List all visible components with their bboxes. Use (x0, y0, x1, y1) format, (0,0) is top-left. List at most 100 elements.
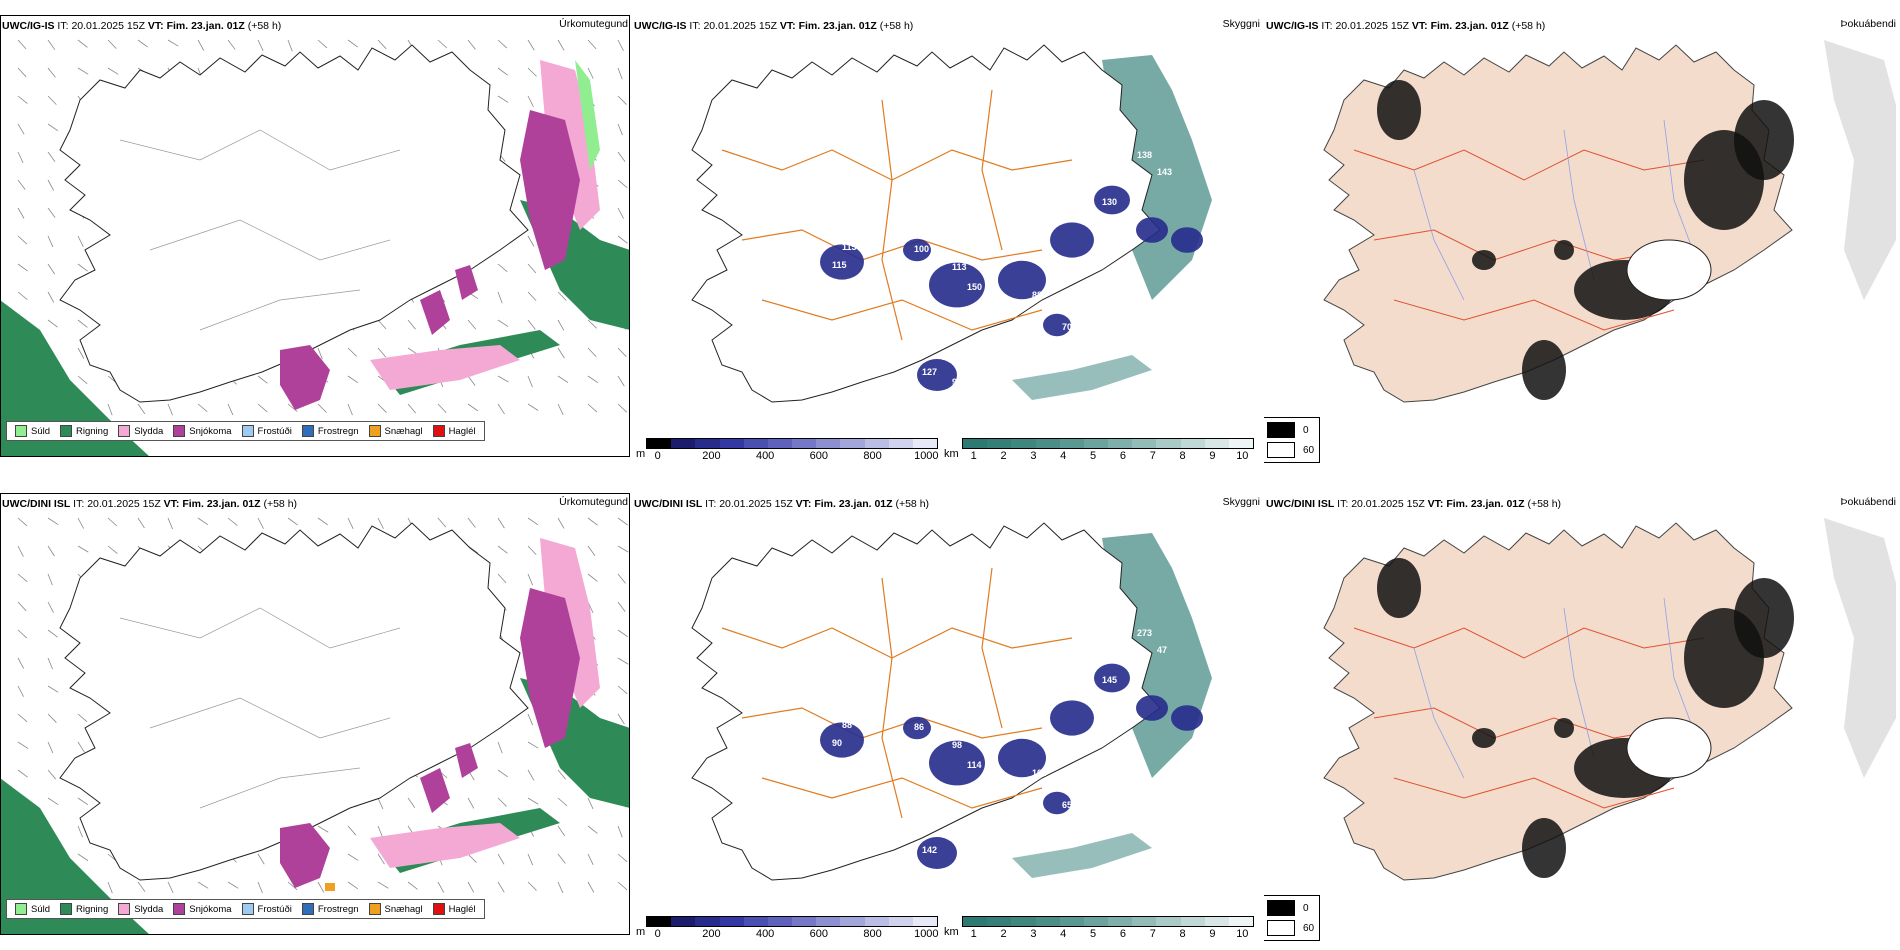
colorbar-tick-label: 7 (1149, 928, 1156, 940)
fog-legend-swatch (1267, 900, 1295, 916)
ceiling-label: 162 (1127, 207, 1142, 217)
rain-area (0, 778, 150, 935)
wind-barb (617, 39, 624, 51)
colorbar-tick-label: 4 (1060, 450, 1067, 462)
wind-barb (437, 517, 447, 528)
ceiling-label: 99 (952, 377, 962, 387)
ceiling-label: 108 (1032, 768, 1047, 778)
wind-barb (497, 545, 508, 554)
legend-swatch (15, 425, 27, 437)
ceiling-colorbar-strip (646, 438, 938, 449)
km-unit: km (944, 926, 959, 938)
km-colorbar-strip (962, 916, 1254, 927)
colorbar-segment (695, 439, 720, 448)
wind-barb (527, 39, 535, 51)
colorbar-tick-label: 1000 (914, 928, 939, 940)
wind-barb (107, 545, 118, 554)
legend-label: Súld (31, 903, 51, 915)
wind-barb (557, 39, 565, 51)
legend-label: Haglél (448, 425, 476, 437)
low-ceiling-area (1043, 313, 1071, 337)
precip-legend: Súld Rigning Slydda Snjókoma Frostúði Frostre… (6, 899, 485, 919)
fog-index-area (1554, 240, 1574, 260)
wind-barb (347, 39, 358, 48)
legend-label: Rigning (76, 425, 109, 437)
wind-barb (617, 403, 628, 413)
wind-barb (527, 517, 539, 526)
colorbar-segment (816, 917, 841, 926)
wind-barb (17, 291, 28, 300)
colorbar-tick-label: 3 (1030, 928, 1037, 940)
fog-index-area (1734, 100, 1794, 180)
colorbar-segment (671, 917, 696, 926)
wind-barb (197, 881, 209, 889)
wind-barb (617, 881, 628, 891)
wind-barb (587, 319, 597, 329)
colorbar-segment (1059, 917, 1084, 926)
colorbar-tick-label: 5 (1090, 928, 1097, 940)
fog-legend: 0 60 (1264, 895, 1320, 941)
legend-item: Snjókoma (173, 903, 232, 915)
wind-barb (527, 713, 534, 726)
ceiling-label: 65 (1062, 800, 1072, 810)
panel-parameter-name: Skyggni (1222, 18, 1260, 30)
ceiling-label: 143 (1157, 167, 1172, 177)
legend-item: Slydda (118, 903, 163, 915)
colorbar-tick-label: 200 (702, 450, 721, 462)
snow-area (520, 110, 580, 270)
colorbar-tick-label: 400 (755, 928, 775, 940)
wind-barb (467, 403, 479, 412)
wind-barb (17, 741, 29, 749)
ceiling-label: 120 (1107, 247, 1122, 257)
wind-barb (617, 375, 625, 387)
panel-row2-fog: UWC/DINI ISL IT: 20.01.2025 15Z VT: Fim.… (1264, 478, 1900, 950)
legend-swatch (173, 903, 186, 915)
colorbar-tick-label: 8 (1179, 928, 1186, 940)
low-ceiling-area (1050, 222, 1094, 258)
colorbar-segment (1011, 917, 1036, 926)
wind-barb (497, 375, 509, 383)
wind-barb (317, 347, 323, 360)
wind-barb (47, 601, 54, 613)
wind-barb (107, 39, 117, 49)
map-precip-type (0, 517, 630, 935)
wind-barb (497, 263, 508, 273)
km-colorbar: 1 2 3 4 5 6 7 8 9 10 km (944, 916, 1254, 942)
colorbar-segment (743, 439, 768, 448)
wind-barb (527, 881, 537, 891)
fog-legend-row: 60 (1264, 438, 1319, 458)
legend-item: Snjókoma (173, 425, 232, 437)
wind-barb (47, 67, 56, 78)
legend-item: Súld (15, 903, 50, 915)
wind-barb (467, 881, 475, 893)
wind-barb (317, 881, 325, 893)
wind-barb (497, 573, 507, 584)
wind-barb (527, 403, 539, 411)
wind-barb (557, 375, 569, 383)
ice-pellet-area (325, 883, 335, 891)
panel-header: UWC/DINI ISL IT: 20.01.2025 15Z VT: Fim.… (634, 498, 930, 510)
model-name: UWC/IG-IS (634, 20, 687, 32)
ceiling-label: 88 (842, 720, 852, 730)
ceiling-label: 130 (1102, 197, 1117, 207)
colorbar-tick-label: 2 (1000, 928, 1007, 940)
wind-barb (17, 545, 24, 557)
wind-barb (527, 67, 537, 77)
colorbar-segment (671, 439, 696, 448)
colorbar-segment (864, 917, 889, 926)
wind-barb (167, 39, 179, 47)
colorbar-tick-label: 6 (1119, 928, 1126, 940)
ceiling-label: 70 (1062, 322, 1072, 332)
colorbar-segment (1132, 917, 1157, 926)
legend-label: Snjókoma (189, 425, 232, 437)
wind-barb (617, 629, 629, 638)
fog-legend-value: 0 (1303, 902, 1309, 914)
low-ceiling-area (1136, 695, 1168, 721)
ceiling-label: 75 (1092, 260, 1102, 270)
wind-barb (137, 517, 145, 529)
low-ceiling-area (1094, 185, 1130, 215)
ceiling-label: 138 (1137, 150, 1152, 160)
model-name: UWC/IG-IS (1266, 20, 1319, 32)
wind-barb (257, 853, 265, 865)
wind-barb (617, 95, 627, 105)
